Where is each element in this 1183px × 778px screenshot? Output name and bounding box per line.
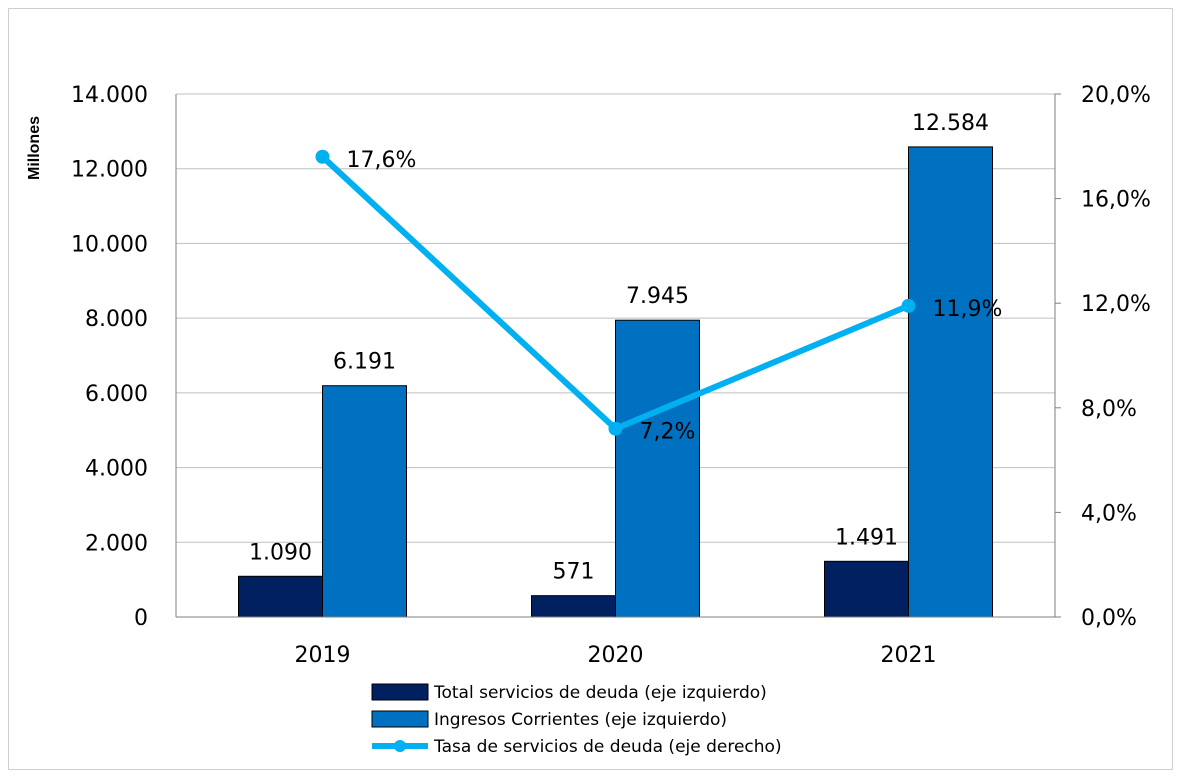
x-category-label: 2021 <box>881 643 937 668</box>
bar-data-label: 571 <box>553 560 595 585</box>
legend-swatch-marker <box>394 740 406 752</box>
bar-total <box>238 575 323 618</box>
rate-data-label: 17,6% <box>347 148 417 173</box>
y-left-tick-label: 10.000 <box>71 232 148 257</box>
bar-data-label: 12.584 <box>912 111 989 136</box>
rate-point <box>608 421 623 436</box>
bar-data-label: 1.491 <box>835 525 898 550</box>
y-left-tick-label: 8.000 <box>85 307 148 332</box>
y-axis-label: Millones <box>26 116 43 180</box>
legend: Total servicios de deuda (eje izquierdo)… <box>371 683 782 757</box>
y-left-tick-label: 14.000 <box>71 83 148 108</box>
rate-point <box>315 149 330 164</box>
bar-total <box>531 595 616 618</box>
rate-point <box>901 298 916 313</box>
rate-line <box>315 149 916 436</box>
y-right-tick-label: 4,0% <box>1081 501 1137 526</box>
y-left-tick-label: 6.000 <box>85 382 148 407</box>
bar-total <box>824 560 909 618</box>
chart-frame <box>8 8 1173 770</box>
y-right-tick-label: 16,0% <box>1081 188 1151 213</box>
y-right-tick-label: 12,0% <box>1081 292 1151 317</box>
legend-label: Ingresos Corrientes (eje izquierdo) <box>434 710 727 730</box>
category-labels: 2019 2020 2021 <box>295 643 937 668</box>
legend-swatch <box>371 710 429 728</box>
rate-data-label: 11,9% <box>933 297 1003 322</box>
data-labels: 1.090 6.191 571 7.945 1.491 12.584 17,6% 7,2% 11… <box>249 111 1002 585</box>
bars <box>238 146 993 618</box>
y-left-tick-label: 4.000 <box>85 457 148 482</box>
bar-data-label: 1.090 <box>249 540 312 565</box>
y-left-tick-label: 2.000 <box>85 531 148 556</box>
legend-label: Tasa de servicios de deuda (eje derecho) <box>433 737 782 757</box>
bar-ingresos <box>322 385 407 618</box>
x-category-label: 2019 <box>295 643 351 668</box>
y-right-tick-label: 8,0% <box>1081 397 1137 422</box>
y-right-tick-label: 20,0% <box>1081 83 1151 108</box>
y-left-tick-label: 12.000 <box>71 158 148 183</box>
right-axis-ticks: 0,0% 4,0% 8,0% 12,0% 16,0% 20,0% <box>1055 83 1151 631</box>
bar-data-label: 6.191 <box>333 350 396 375</box>
legend-swatch <box>371 683 429 701</box>
x-category-label: 2020 <box>588 643 644 668</box>
bar-ingresos <box>908 146 993 618</box>
rate-data-label: 7,2% <box>640 420 696 445</box>
legend-label: Total servicios de deuda (eje izquierdo) <box>433 683 767 703</box>
left-axis-ticks: 0 2.000 4.000 6.000 8.000 10.000 12.000 14.000 <box>71 83 148 631</box>
axes <box>175 94 1056 618</box>
bar-ingresos <box>615 319 700 618</box>
y-left-tick-label: 0 <box>134 606 148 631</box>
bar-data-label: 7.945 <box>626 284 689 309</box>
y-right-tick-label: 0,0% <box>1081 606 1137 631</box>
